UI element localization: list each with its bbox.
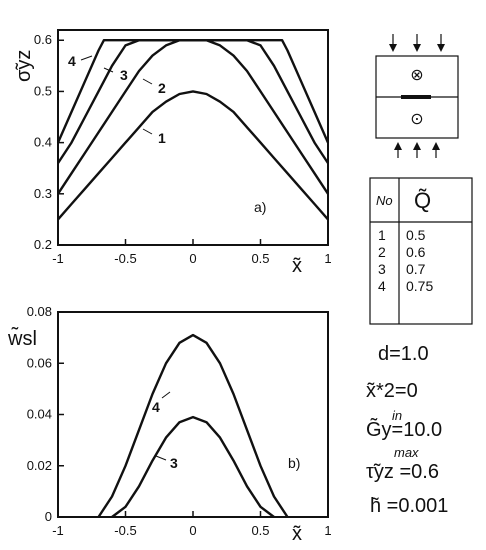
x-tick-label: 0.5 (251, 523, 269, 538)
y-tick-label: 0.2 (34, 237, 52, 252)
legend-row-q: 0.7 (406, 261, 426, 277)
legend-row-no: 3 (378, 261, 386, 277)
panel-b-ylabel: w̃sl (7, 327, 37, 350)
panel-a-label: a) (254, 199, 266, 215)
x-tick-label: 1 (324, 523, 331, 538)
panel-b-leader-3 (155, 455, 167, 461)
legend-rows: 1 0.5 2 0.6 3 0.7 4 0.75 (378, 227, 433, 294)
panel-a-leader-2 (142, 78, 153, 85)
panel-a-leader-1 (142, 128, 153, 135)
dot-out-of-page-icon: ⊙ (410, 109, 423, 128)
x-tick-label: 0 (189, 251, 196, 266)
param-g: G̃y=10.0 (366, 418, 442, 441)
legend-row-no: 4 (378, 278, 386, 294)
series-line-1 (57, 90, 329, 221)
arrow-up-icons (394, 142, 440, 158)
series-line-4 (56, 39, 330, 144)
param-tau: τ̃yz =0.6 (366, 461, 439, 483)
series-line-2 (56, 39, 330, 195)
series-line-4 (97, 333, 289, 518)
x-tick-label: 1 (324, 251, 331, 266)
x-tick-label: -1 (52, 523, 64, 538)
series-line-3 (111, 415, 275, 518)
panel-a-curve-label-2: 2 (158, 80, 166, 96)
legend-table: No Q̃ 1 0.5 2 0.6 3 0.7 4 0.75 (369, 177, 473, 325)
panel-b-chart: -1 -0.5 0 0.5 100.020.040.060.08 w̃sl x̃ b) … (7, 304, 332, 545)
panel-a-leader-3 (103, 67, 114, 73)
series-line-3 (56, 39, 330, 164)
panel-a-chart: -1 -0.5 0 0.5 10.20.30.40.50.6 σ̃yz x̃ a) 4 … (13, 29, 332, 277)
panel-b-ticks: -1 -0.5 0 0.5 1 0 0.02 0.04 0.06 0.08 (27, 304, 332, 538)
param-x-star: x̃*2=0 (366, 380, 418, 402)
legend-row-q: 0.6 (406, 244, 426, 260)
x-tick-label: -1 (52, 251, 64, 266)
legend-row-no: 2 (378, 244, 386, 260)
legend-header-no: No (376, 193, 393, 208)
legend-row-q: 0.75 (406, 278, 433, 294)
x-tick-label: -0.5 (114, 523, 136, 538)
panel-b-series (97, 333, 289, 518)
panel-a-curve-label-4: 4 (68, 53, 76, 69)
legend-table-frame (369, 177, 473, 325)
y-tick-label: 0 (45, 509, 52, 524)
schematic-diagram: ⊗ ⊙ (375, 34, 459, 158)
y-tick-label: 0.02 (27, 458, 52, 473)
x-tick-label: 0.5 (251, 251, 269, 266)
panel-a-ticks: -1 -0.5 0 0.5 1 0.2 0.3 0.4 0.5 0.6 (34, 32, 332, 266)
y-tick-label: 0.6 (34, 32, 52, 47)
legend-row-no: 1 (378, 227, 386, 243)
y-tick-label: 0.04 (27, 407, 52, 422)
panel-a-xlabel: x̃ (292, 255, 302, 277)
panel-b-frame (57, 311, 329, 518)
x-tick-label: 0 (189, 523, 196, 538)
panel-a-leader-4 (80, 55, 93, 61)
panel-a-curve-label-3: 3 (120, 67, 128, 83)
y-tick-label: 0.4 (34, 135, 52, 150)
panel-a-series (56, 39, 330, 221)
panel-b-curve-label-3: 3 (170, 455, 178, 471)
y-tick-label: 0.3 (34, 186, 52, 201)
y-tick-label: 0.5 (34, 83, 52, 98)
y-tick-label: 0.08 (27, 304, 52, 319)
panel-b-curve-label-4: 4 (152, 399, 160, 415)
x-tick-label: -0.5 (114, 251, 136, 266)
arrow-down-icons (389, 34, 445, 52)
legend-row-q: 0.5 (406, 227, 426, 243)
cross-into-page-icon: ⊗ (410, 65, 423, 84)
panel-b-xlabel: x̃ (292, 523, 302, 545)
param-tau-sup: max (394, 445, 419, 460)
y-tick-label: 0.06 (27, 355, 52, 370)
param-g-sup: in (392, 408, 402, 423)
panel-a-ylabel: σ̃yz (13, 50, 35, 82)
param-d: d=1.0 (378, 343, 429, 365)
param-h: h̃ =0.001 (370, 495, 448, 517)
panel-a-curve-label-1: 1 (158, 130, 166, 146)
legend-header-q: Q̃ (414, 188, 431, 213)
panel-b-leader-4 (161, 391, 171, 399)
panel-a-frame (57, 29, 329, 246)
parameter-list: d=1.0 x̃*2=0 G̃y=10.0 in τ̃yz =0.6 max h… (366, 343, 448, 517)
panel-b-label: b) (288, 455, 300, 471)
